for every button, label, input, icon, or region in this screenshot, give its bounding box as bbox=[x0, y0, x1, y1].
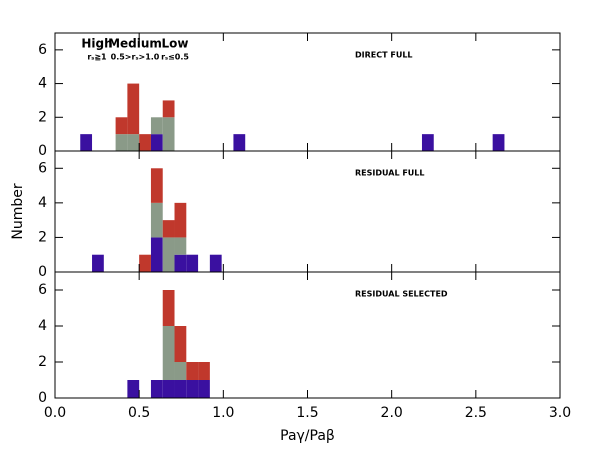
x-tick-label: 3.0 bbox=[549, 405, 571, 421]
y-tick-label: 6 bbox=[38, 42, 47, 58]
bar bbox=[150, 134, 163, 151]
bar bbox=[174, 380, 187, 398]
legend-note: rₛ≧1 bbox=[87, 53, 107, 62]
bar bbox=[150, 117, 163, 135]
bar bbox=[162, 100, 175, 118]
legend-label: Low bbox=[162, 37, 189, 51]
bar bbox=[492, 134, 505, 151]
annotation: RESIDUAL SELECTED bbox=[355, 290, 448, 299]
y-tick-label: 6 bbox=[38, 160, 47, 176]
bar bbox=[139, 254, 151, 272]
bar bbox=[198, 362, 210, 380]
bar bbox=[174, 237, 187, 255]
x-tick-label: 2.0 bbox=[381, 405, 403, 421]
bar bbox=[162, 326, 175, 380]
bar bbox=[186, 362, 199, 380]
bar bbox=[174, 202, 187, 238]
x-tick-label: 1.0 bbox=[212, 405, 234, 421]
annotation: DIRECT FULL bbox=[355, 51, 413, 60]
bar bbox=[162, 220, 175, 238]
bar bbox=[174, 362, 187, 380]
panel-frame bbox=[54, 271, 561, 399]
legend-label: Medium bbox=[108, 37, 162, 51]
bar bbox=[162, 290, 175, 326]
bar bbox=[233, 134, 246, 151]
y-tick-label: 2 bbox=[38, 354, 47, 370]
bar bbox=[162, 117, 175, 151]
x-tick-label: 1.5 bbox=[296, 405, 318, 421]
bar bbox=[421, 134, 434, 151]
bar bbox=[115, 134, 128, 151]
bar bbox=[186, 254, 199, 272]
bar bbox=[127, 380, 140, 398]
y-tick-label: 0 bbox=[38, 143, 47, 159]
bar bbox=[127, 134, 140, 151]
x-tick-label: 2.5 bbox=[465, 405, 487, 421]
bar bbox=[80, 134, 93, 151]
bar bbox=[150, 168, 163, 203]
y-tick-label: 2 bbox=[38, 229, 47, 245]
bar bbox=[162, 380, 175, 398]
x-tick-label: 0.0 bbox=[44, 405, 66, 421]
panel-frame bbox=[54, 150, 561, 273]
legend-note: 0.5>rₛ>1.0 bbox=[111, 53, 160, 62]
bar bbox=[162, 237, 175, 272]
bar bbox=[150, 380, 163, 398]
bar bbox=[209, 254, 222, 272]
bar bbox=[92, 254, 104, 272]
y-tick-label: 0 bbox=[38, 264, 47, 280]
bar bbox=[150, 237, 163, 272]
bar bbox=[186, 380, 199, 398]
legend-note: rₛ≤0.5 bbox=[161, 53, 189, 62]
y-axis-label: Number bbox=[10, 183, 26, 239]
bar bbox=[150, 202, 163, 238]
y-tick-label: 4 bbox=[38, 76, 47, 92]
bar bbox=[139, 134, 151, 151]
y-tick-label: 4 bbox=[38, 318, 47, 334]
x-axis-label: Paγ/Paβ bbox=[280, 428, 335, 444]
bar bbox=[127, 83, 140, 135]
bar bbox=[198, 380, 210, 398]
legend-label: High bbox=[81, 37, 112, 51]
y-tick-label: 6 bbox=[38, 282, 47, 298]
y-tick-label: 2 bbox=[38, 109, 47, 125]
bar bbox=[174, 254, 187, 272]
bar bbox=[174, 326, 187, 362]
bar bbox=[115, 117, 128, 135]
y-tick-label: 0 bbox=[38, 390, 47, 406]
y-tick-label: 4 bbox=[38, 195, 47, 211]
x-tick-label: 0.5 bbox=[128, 405, 150, 421]
annotation: RESIDUAL FULL bbox=[355, 169, 424, 178]
